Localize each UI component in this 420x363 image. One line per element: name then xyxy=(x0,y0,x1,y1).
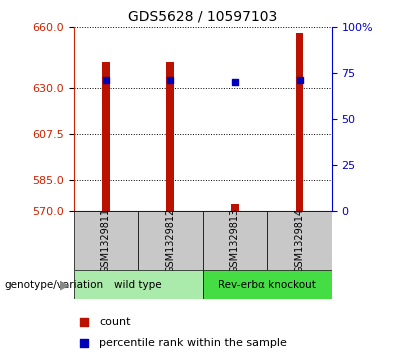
Point xyxy=(296,77,303,83)
Text: count: count xyxy=(100,317,131,327)
Bar xyxy=(166,62,174,211)
Point xyxy=(81,340,87,346)
Bar xyxy=(203,211,267,270)
Text: Rev-erbα knockout: Rev-erbα knockout xyxy=(218,280,316,290)
Text: genotype/variation: genotype/variation xyxy=(4,280,103,290)
Bar xyxy=(203,270,332,299)
Title: GDS5628 / 10597103: GDS5628 / 10597103 xyxy=(128,9,277,23)
Text: GSM1329814: GSM1329814 xyxy=(294,208,304,273)
Bar xyxy=(138,211,202,270)
Bar xyxy=(231,204,239,211)
Bar xyxy=(102,62,110,211)
Bar xyxy=(296,33,303,211)
Bar xyxy=(267,211,332,270)
Text: ▶: ▶ xyxy=(60,278,69,291)
Point xyxy=(231,79,238,85)
Text: GSM1329813: GSM1329813 xyxy=(230,208,240,273)
Text: wild type: wild type xyxy=(114,280,162,290)
Bar xyxy=(74,270,203,299)
Bar xyxy=(74,211,138,270)
Text: GSM1329811: GSM1329811 xyxy=(101,208,111,273)
Text: GSM1329812: GSM1329812 xyxy=(165,208,176,273)
Text: percentile rank within the sample: percentile rank within the sample xyxy=(100,338,287,347)
Point xyxy=(81,319,87,325)
Point xyxy=(102,77,109,83)
Point xyxy=(167,77,174,83)
